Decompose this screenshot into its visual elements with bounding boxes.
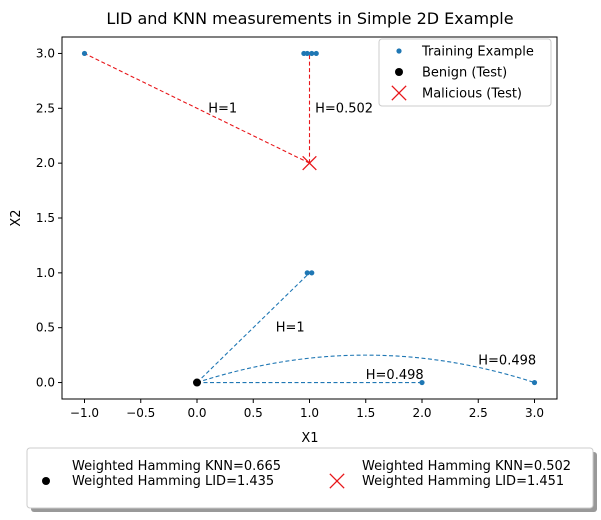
x-tick-label-4: 1.0 — [300, 406, 319, 420]
y-tick-label-0: 0.0 — [36, 376, 55, 390]
legend-marker-1 — [395, 68, 403, 76]
series-0-point-0 — [81, 50, 88, 57]
legend-label-1: Benign (Test) — [422, 66, 507, 81]
x-tick-label-8: 3.0 — [525, 406, 544, 420]
annotation-0: H=1 — [208, 101, 237, 116]
x-tick-label-5: 1.5 — [356, 406, 375, 420]
legend-label-2: Malicious (Test) — [422, 87, 522, 102]
legend: Training Example Benign (Test) Malicious (… — [378, 38, 552, 107]
x-axis-label: X1 — [301, 431, 318, 446]
bottom-legend-line1-0: Weighted Hamming KNN=0.665 — [72, 459, 281, 474]
x-tick-label-1: −0.5 — [126, 406, 155, 420]
y-tick-label-3: 1.5 — [36, 211, 55, 225]
chart-title: LID and KNN measurements in Simple 2D Ex… — [106, 9, 513, 28]
bottom-legend-line2-1: Weighted Hamming LID=1.451 — [362, 474, 564, 489]
y-tick-label-6: 3.0 — [36, 46, 55, 60]
bottom-legend-line2-0: Weighted Hamming LID=1.435 — [72, 474, 274, 489]
bottom-legend-box — [26, 447, 594, 509]
connection-line-2 — [196, 354, 535, 384]
y-tick-label-1: 0.5 — [36, 321, 55, 335]
y-tick-label-2: 1.0 — [36, 266, 55, 280]
bottom-legend-line1-1: Weighted Hamming KNN=0.502 — [362, 459, 571, 474]
annotation-2: H=1 — [276, 321, 305, 336]
connection-line-0 — [196, 272, 310, 383]
x-tick-label-3: 0.5 — [244, 406, 263, 420]
y-axis-label: X2 — [9, 209, 24, 226]
y-tick-label-4: 2.0 — [36, 156, 55, 170]
series-1-point-0 — [193, 378, 201, 387]
annotation-1: H=0.502 — [315, 101, 373, 116]
legend-label-0: Training Example — [421, 45, 534, 60]
series-0-point-3 — [309, 50, 315, 57]
series-0-point-7 — [419, 379, 425, 386]
series-0-point-5 — [304, 270, 310, 276]
bottom-legend-marker-0 — [42, 477, 50, 485]
series-2-point-0-stroke-b — [302, 155, 317, 171]
series-0-point-6 — [309, 270, 315, 276]
legend-box — [378, 38, 552, 107]
annotation-3: H=0.498 — [366, 368, 424, 383]
series-0-point-8 — [531, 379, 538, 386]
series-2-point-0 — [302, 155, 317, 171]
y-tick-label-5: 2.5 — [36, 101, 55, 115]
legend-marker-0 — [396, 48, 402, 54]
x-tick-label-7: 2.5 — [469, 406, 488, 420]
series-0-point-4 — [313, 50, 319, 57]
plot-area: H=1 H=0.502 H=1 H=0.498 H=0.498 −1.0 −0.5 0.0 0.… — [36, 36, 558, 420]
legend-marker-2 — [391, 85, 407, 101]
connection-line-3 — [84, 52, 310, 164]
legend-marker-2-stroke-b — [391, 85, 407, 101]
annotation-4: H=0.498 — [478, 354, 536, 369]
x-tick-label-2: 0.0 — [187, 406, 206, 420]
x-tick-label-0: −1.0 — [70, 406, 99, 420]
x-tick-label-6: 2.0 — [412, 406, 431, 420]
series-0-point-2 — [304, 50, 310, 57]
bottom-legend-marker-1-stroke-b — [329, 473, 345, 489]
bottom-legend-marker-1 — [329, 473, 345, 489]
